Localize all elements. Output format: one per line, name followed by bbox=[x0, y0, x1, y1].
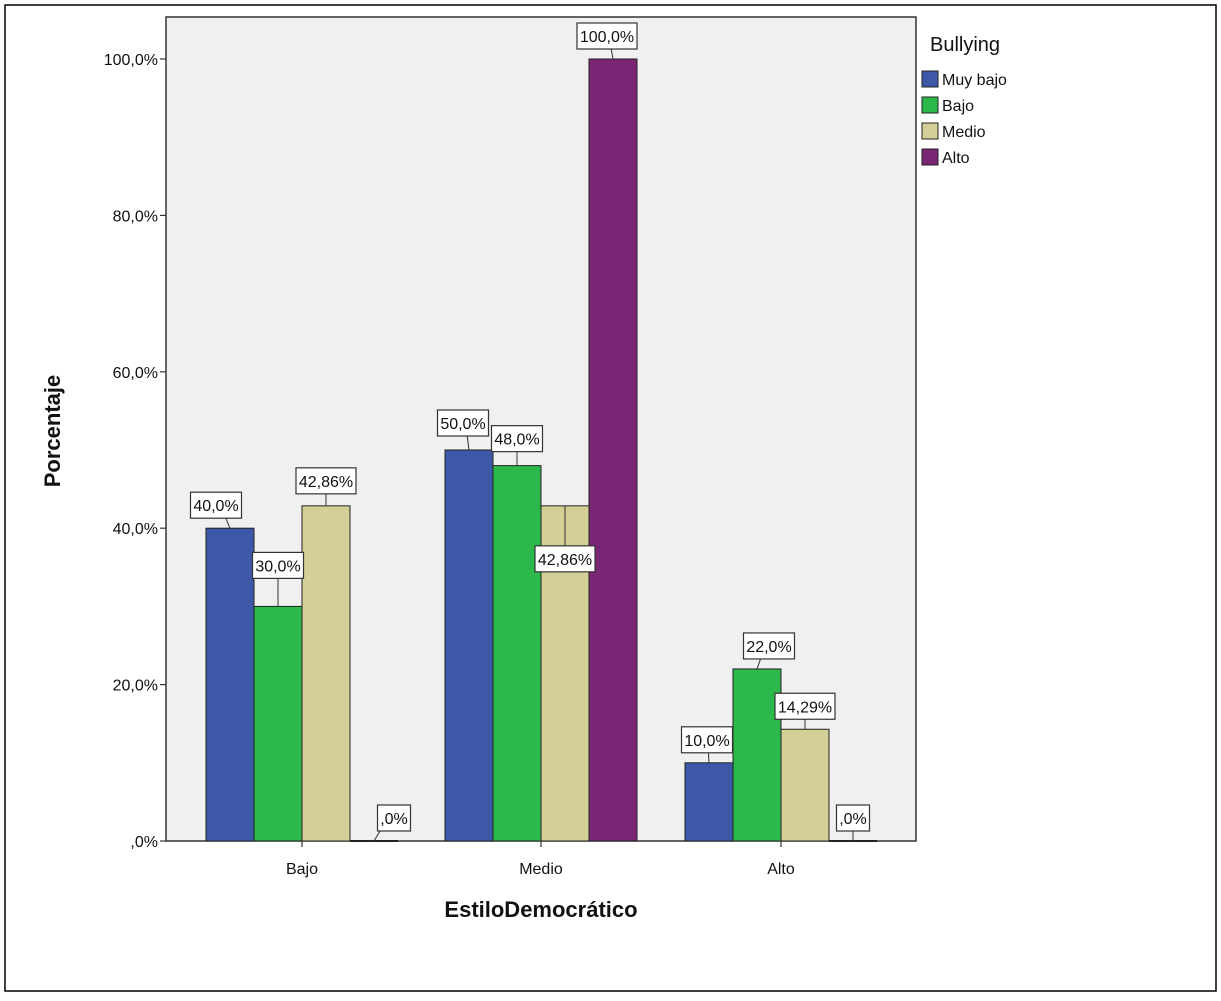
data-label-leader bbox=[610, 48, 614, 60]
data-label-box bbox=[189, 491, 243, 519]
data-label-leader bbox=[707, 752, 710, 763]
bar-muy-bajo bbox=[444, 449, 494, 842]
data-label: 48,0% bbox=[494, 432, 539, 449]
y-tick-label: 60,0% bbox=[113, 365, 158, 382]
data-label: 40,0% bbox=[193, 498, 238, 515]
data-label-box bbox=[742, 632, 796, 660]
data-label: 30,0% bbox=[255, 558, 300, 575]
legend-label: Bajo bbox=[942, 98, 974, 115]
legend-swatch bbox=[921, 122, 939, 140]
y-tick-label: 20,0% bbox=[113, 678, 158, 695]
y-tick-label: 80,0% bbox=[113, 208, 158, 225]
data-label-box bbox=[295, 467, 357, 495]
data-label: ,0% bbox=[839, 811, 867, 828]
data-label-box bbox=[490, 425, 544, 453]
bar-bajo bbox=[492, 465, 542, 842]
data-label: 42,86% bbox=[299, 474, 353, 491]
legend-label: Muy bajo bbox=[942, 72, 1007, 89]
data-label-box bbox=[376, 804, 412, 832]
data-label: 50,0% bbox=[440, 416, 485, 433]
data-label-leader bbox=[756, 658, 762, 670]
data-label: 100,0% bbox=[580, 29, 634, 46]
data-label: 42,86% bbox=[538, 552, 592, 569]
bar-medio bbox=[301, 505, 351, 842]
data-label: ,0% bbox=[380, 811, 408, 828]
data-label-leader bbox=[373, 830, 381, 842]
data-label-box bbox=[436, 409, 490, 437]
bar-alto bbox=[588, 58, 638, 842]
legend-label: Alto bbox=[942, 150, 970, 167]
legend-title: Bullying bbox=[930, 34, 1000, 56]
legend-swatch bbox=[921, 148, 939, 166]
y-axis-title: Porcentaje bbox=[40, 375, 65, 488]
data-label-box bbox=[251, 551, 305, 580]
x-tick-label: Medio bbox=[519, 861, 563, 878]
bar-muy-bajo bbox=[205, 527, 255, 842]
bar-bajo bbox=[732, 668, 782, 842]
data-label-box bbox=[774, 692, 836, 720]
x-tick-label: Alto bbox=[767, 861, 795, 878]
y-tick-label: ,0% bbox=[130, 834, 158, 851]
x-axis-title: EstiloDemocrático bbox=[444, 897, 637, 922]
x-tick-label: Bajo bbox=[286, 861, 318, 878]
bar-bajo bbox=[253, 605, 303, 842]
data-label: 10,0% bbox=[684, 733, 729, 750]
data-label: 14,29% bbox=[778, 699, 832, 716]
bar-medio bbox=[780, 728, 830, 842]
legend-label: Medio bbox=[942, 124, 986, 141]
data-label-box bbox=[576, 22, 638, 50]
data-label: 22,0% bbox=[746, 639, 791, 656]
y-tick-label: 100,0% bbox=[104, 52, 158, 69]
data-label-box bbox=[835, 804, 871, 832]
legend-swatch bbox=[921, 70, 939, 88]
data-label-leader bbox=[466, 435, 470, 451]
bar-muy-bajo bbox=[684, 762, 734, 842]
data-label-box bbox=[534, 545, 596, 573]
data-label-leader bbox=[225, 518, 231, 529]
y-tick-label: 40,0% bbox=[113, 521, 158, 538]
legend-swatch bbox=[921, 96, 939, 114]
data-label-box bbox=[680, 726, 734, 754]
